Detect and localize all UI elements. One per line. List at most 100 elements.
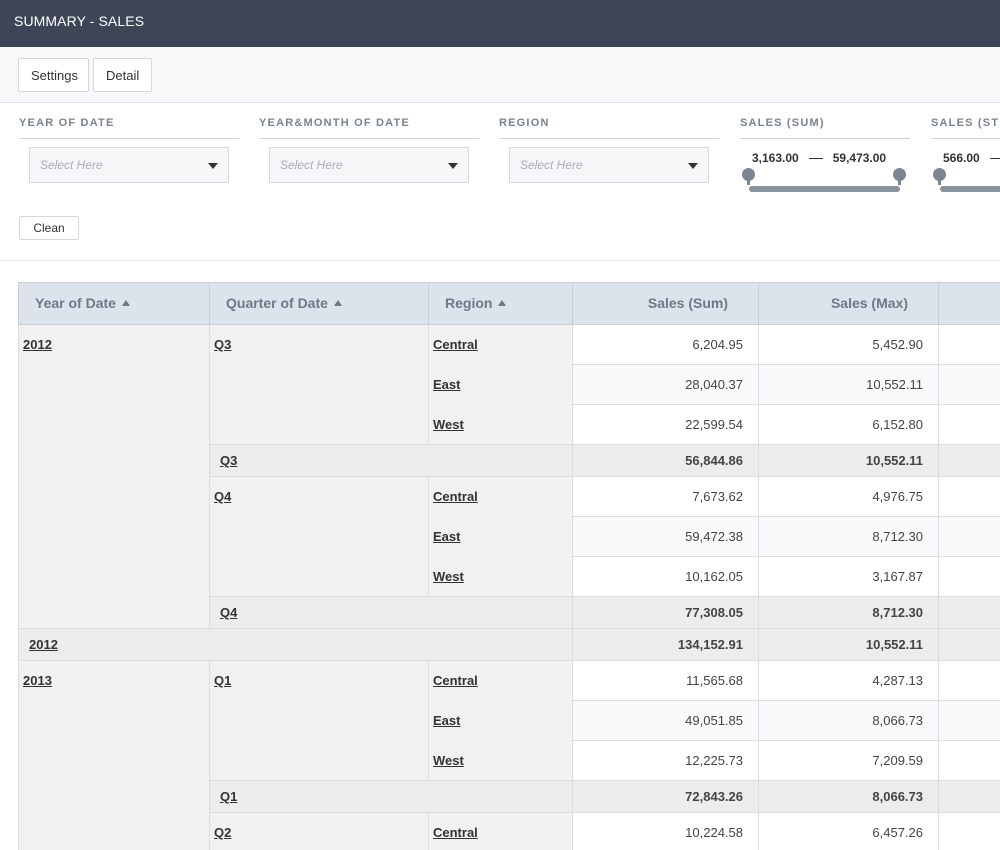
sales-sum-cell: 7,673.62 <box>573 477 759 517</box>
window-title: SUMMARY - SALES <box>0 0 1000 47</box>
sales-max-cell: 8,066.73 <box>759 701 939 741</box>
region-link-east[interactable]: East <box>433 713 461 728</box>
header-region[interactable]: Region <box>429 282 573 325</box>
region-link-central[interactable]: Central <box>433 489 478 504</box>
subtotal-link-q1[interactable]: Q1 <box>220 789 238 804</box>
sales-max-cell: 8,712.30 <box>759 517 939 557</box>
year-group-2013: 2013 <box>18 661 210 850</box>
yearmonth-select-placeholder: Select Here <box>280 158 343 172</box>
year-total-link-2012[interactable]: 2012 <box>29 637 58 652</box>
filter-sales-std-label: SALES (STD <box>931 103 1000 139</box>
region-link-west[interactable]: West <box>433 417 464 432</box>
chevron-down-icon <box>448 163 458 169</box>
extra-cell <box>939 517 1000 557</box>
year-total-sales-sum: 134,152.91 <box>573 629 759 661</box>
year-link-2013[interactable]: 2013 <box>23 673 52 688</box>
region-link-east[interactable]: East <box>433 377 461 392</box>
sales-max-cell: 5,452.90 <box>759 325 939 365</box>
region-cell: Central <box>429 477 573 517</box>
settings-button[interactable]: Settings <box>18 58 89 92</box>
extra-cell <box>939 445 1000 477</box>
extra-cell <box>939 813 1000 850</box>
subtotal-sales-max: 10,552.11 <box>759 445 939 477</box>
sales-sum-cell: 22,599.54 <box>573 405 759 445</box>
quarter-link-q4[interactable]: Q4 <box>214 489 232 504</box>
header-sales-max[interactable]: Sales (Max) <box>759 282 939 325</box>
filter-yearmonth: YEAR&MONTH OF DATE Select Here <box>259 103 479 203</box>
extra-cell <box>939 629 1000 661</box>
extra-cell <box>939 405 1000 445</box>
sales-std-slider-track[interactable] <box>940 186 1000 192</box>
region-cell: Central <box>429 813 573 850</box>
header-extra <box>939 282 1000 325</box>
header-year[interactable]: Year of Date <box>18 282 210 325</box>
region-link-central[interactable]: Central <box>433 673 478 688</box>
sales-max-cell: 10,552.11 <box>759 365 939 405</box>
sales-sum-max-handle[interactable] <box>893 168 906 185</box>
yearmonth-select[interactable]: Select Here <box>269 147 469 183</box>
sales-std-min-handle[interactable] <box>933 168 946 185</box>
sales-sum-cell: 49,051.85 <box>573 701 759 741</box>
region-link-west[interactable]: West <box>433 569 464 584</box>
header-region-label: Region <box>445 295 493 311</box>
header-sales-sum[interactable]: Sales (Sum) <box>573 282 759 325</box>
clean-button[interactable]: Clean <box>19 216 79 240</box>
year-select[interactable]: Select Here <box>29 147 229 183</box>
sales-sum-min-handle[interactable] <box>742 168 755 185</box>
subtotal-label-cell: Q4 <box>210 597 573 629</box>
region-cell: East <box>429 517 573 557</box>
subtotal-label-cell: Q3 <box>210 445 573 477</box>
sales-max-cell: 6,152.80 <box>759 405 939 445</box>
sort-asc-icon <box>121 300 130 306</box>
filter-region-label: REGION <box>499 103 719 139</box>
filter-year: YEAR OF DATE Select Here <box>19 103 239 203</box>
header-quarter[interactable]: Quarter of Date <box>210 282 429 325</box>
region-select[interactable]: Select Here <box>509 147 709 183</box>
region-link-central[interactable]: Central <box>433 825 478 840</box>
sort-asc-icon <box>333 300 342 306</box>
year-link-2012[interactable]: 2012 <box>23 337 52 352</box>
quarter-link-q1[interactable]: Q1 <box>214 673 232 688</box>
year-select-placeholder: Select Here <box>40 158 103 172</box>
sales-sum-cell: 6,204.95 <box>573 325 759 365</box>
chevron-down-icon <box>688 163 698 169</box>
detail-button[interactable]: Detail <box>93 58 152 92</box>
sales-sum-max: 59,473.00 <box>832 151 887 165</box>
sort-asc-icon <box>498 300 507 306</box>
sales-std-min: 566.00 <box>943 151 980 165</box>
region-link-east[interactable]: East <box>433 529 461 544</box>
region-link-central[interactable]: Central <box>433 337 478 352</box>
sales-max-cell: 7,209.59 <box>759 741 939 781</box>
subtotal-sales-sum: 77,308.05 <box>573 597 759 629</box>
sales-max-cell: 6,457.26 <box>759 813 939 850</box>
sales-sum-cell: 10,224.58 <box>573 813 759 850</box>
region-link-west[interactable]: West <box>433 753 464 768</box>
header-year-label: Year of Date <box>35 295 116 311</box>
extra-cell <box>939 365 1000 405</box>
sales-sum-min: 3,163.00 <box>752 151 799 165</box>
subtotal-link-q4[interactable]: Q4 <box>220 605 238 620</box>
sales-sum-slider-track[interactable] <box>749 186 900 192</box>
year-total-label-cell: 2012 <box>18 629 573 661</box>
sales-sum-cell: 59,472.38 <box>573 517 759 557</box>
filter-year-label: YEAR OF DATE <box>19 103 239 139</box>
region-cell: West <box>429 557 573 597</box>
filter-panel: YEAR OF DATE Select Here YEAR&MONTH OF D… <box>0 103 1000 261</box>
quarter-link-q3[interactable]: Q3 <box>214 337 232 352</box>
filter-sales-sum-label: SALES (SUM) <box>740 103 910 139</box>
extra-cell <box>939 781 1000 813</box>
extra-cell <box>939 597 1000 629</box>
sales-sum-cell: 12,225.73 <box>573 741 759 781</box>
sales-sum-cell: 10,162.05 <box>573 557 759 597</box>
extra-cell <box>939 557 1000 597</box>
subtotal-link-q3[interactable]: Q3 <box>220 453 238 468</box>
extra-cell <box>939 661 1000 701</box>
quarter-group-q2: Q2 <box>210 813 429 850</box>
region-cell: East <box>429 365 573 405</box>
subtotal-sales-max: 8,712.30 <box>759 597 939 629</box>
sales-sum-range-values: 3,163.00 59,473.00 <box>752 151 886 165</box>
sales-max-cell: 4,976.75 <box>759 477 939 517</box>
extra-cell <box>939 741 1000 781</box>
quarter-link-q2[interactable]: Q2 <box>214 825 232 840</box>
